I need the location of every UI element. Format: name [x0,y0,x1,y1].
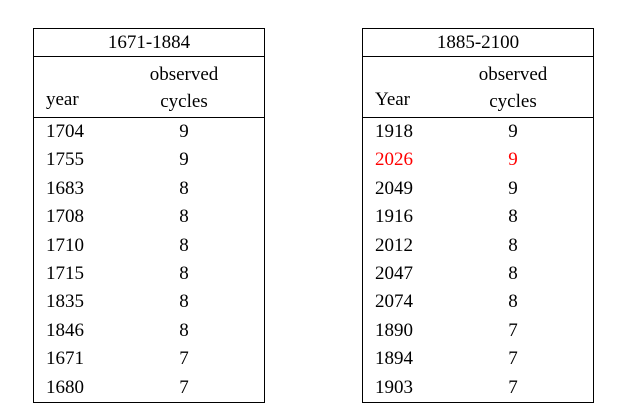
table-title: 1885-2100 [363,29,593,57]
table-row: 1680 7 [34,374,264,402]
cycles-cell: 8 [179,206,189,228]
column-header: year [46,89,79,110]
year-cell: 1918 [375,121,413,142]
cycles-cell: 7 [508,319,518,341]
table: 1885-2100 Year observed cycles 1918 9 2026 9 20… [362,28,594,403]
cycles-cell: 9 [508,177,518,199]
cycles-cell: 7 [179,376,189,398]
table-row: 1846 8 [34,317,264,345]
table-row: 2026 9 [363,146,593,174]
year-cell: 2026 [375,149,413,171]
year-cell: 1835 [46,291,84,313]
year-cell: 1683 [46,177,84,199]
year-cell: 1846 [46,319,84,341]
table-row: 1671 7 [34,345,264,373]
cycles-cell: 9 [508,149,518,171]
year-cell: 1704 [46,121,84,142]
cycles-cell: 8 [179,319,189,341]
cycles-cell: 8 [508,262,518,284]
header-row: Year observed cycles [363,57,593,118]
table-row: 1755 9 [34,146,264,174]
cycles-cell: 8 [179,177,189,199]
year-cell: 2074 [375,291,413,313]
cycles-cell: 9 [179,121,189,142]
year-cell: 1755 [46,149,84,171]
table-row: 1918 9 [363,118,593,146]
year-cell: 1903 [375,376,413,398]
table-row: 1835 8 [34,288,264,316]
year-cell: 1890 [375,319,413,341]
table-row: 1890 7 [363,317,593,345]
cycles-cell: 8 [179,234,189,256]
cycles-cell: 9 [179,149,189,171]
column-header: Year [375,89,411,110]
year-cell: 1710 [46,234,84,256]
table-row: 1916 8 [363,203,593,231]
table-row: 1683 8 [34,175,264,203]
table-row: 2049 9 [363,175,593,203]
cycles-cell: 8 [508,291,518,313]
table-row: 1710 8 [34,232,264,260]
cycles-cell: 7 [508,376,518,398]
cycles-cell: 7 [508,348,518,370]
table-row: 1704 9 [34,118,264,146]
table-row: 1708 8 [34,203,264,231]
table-row: 2074 8 [363,288,593,316]
cycles-cell: 8 [179,262,189,284]
table-row: 1894 7 [363,345,593,373]
year-cell: 1671 [46,348,84,370]
header-row: year observed cycles [34,57,264,118]
cycles-cell: 8 [179,291,189,313]
year-cell: 1916 [375,206,413,228]
year-cell: 2047 [375,262,413,284]
table-row: 2047 8 [363,260,593,288]
cycles-cell: 8 [508,234,518,256]
year-cell: 1680 [46,376,84,398]
column-header: observed cycles [478,64,548,112]
year-cell: 2049 [375,177,413,199]
table: 1671-1884 year observed cycles 1704 9 1755 9 16… [33,28,265,403]
year-cell: 2012 [375,234,413,256]
cycles-cell: 8 [508,206,518,228]
year-cell: 1715 [46,262,84,284]
column-header: observed cycles [149,64,219,112]
cycles-cell: 9 [508,121,518,142]
cycles-cell: 7 [179,348,189,370]
table-title: 1671-1884 [34,29,264,57]
year-cell: 1894 [375,348,413,370]
table-row: 2012 8 [363,232,593,260]
table-row: 1715 8 [34,260,264,288]
year-cell: 1708 [46,206,84,228]
table-row: 1903 7 [363,374,593,402]
